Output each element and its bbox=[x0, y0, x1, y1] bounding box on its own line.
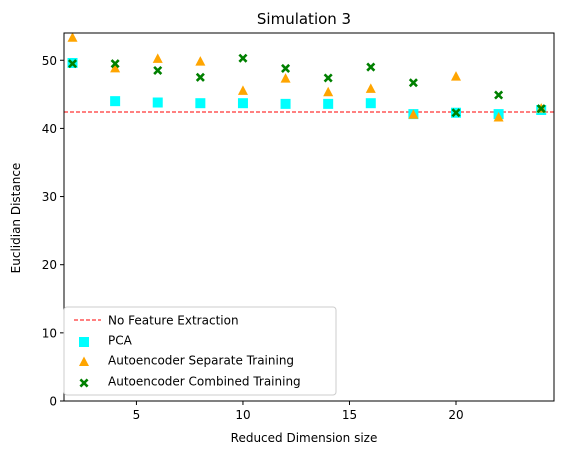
legend-swatch-autoencoder-combined bbox=[79, 378, 89, 388]
point-autoencoder-separate bbox=[365, 83, 376, 93]
legend-frame bbox=[63, 306, 337, 396]
series-autoencoder-separate bbox=[67, 32, 547, 122]
point-pca bbox=[152, 97, 163, 108]
point-autoencoder-combined bbox=[494, 90, 504, 100]
legend-label-autoencoder-separate: Autoencoder Separate Training bbox=[108, 354, 294, 368]
point-autoencoder-separate bbox=[493, 112, 504, 122]
point-autoencoder-separate bbox=[408, 109, 419, 119]
point-autoencoder-combined bbox=[110, 59, 120, 69]
point-pca bbox=[237, 98, 248, 109]
legend-label-autoencoder-combined: Autoencoder Combined Training bbox=[108, 375, 301, 389]
point-autoencoder-separate bbox=[110, 62, 121, 73]
point-autoencoder-combined bbox=[408, 78, 418, 88]
point-autoencoder-combined bbox=[238, 53, 248, 63]
point-autoencoder-separate bbox=[323, 86, 334, 97]
point-autoencoder-separate bbox=[67, 32, 78, 42]
point-autoencoder-combined bbox=[451, 108, 461, 118]
legend: No Feature Extraction PCA Autoencoder Se… bbox=[63, 306, 337, 396]
legend-marker-autoencoder-separate bbox=[79, 356, 89, 366]
point-autoencoder-separate bbox=[280, 73, 291, 83]
x-axis-label: Reduced Dimension size bbox=[231, 431, 378, 445]
point-autoencoder-separate bbox=[152, 53, 163, 63]
series-autoencoder-combined bbox=[68, 53, 546, 118]
legend-swatch-pca bbox=[79, 337, 89, 347]
chart-title: Simulation 3 bbox=[257, 10, 351, 28]
legend-item-autoencoder-separate: Autoencoder Separate Training bbox=[79, 354, 294, 368]
point-autoencoder-combined bbox=[323, 73, 333, 83]
y-axis-label: Euclidian Distance bbox=[9, 163, 23, 274]
point-autoencoder-combined bbox=[281, 63, 291, 73]
x-tick-label: 5 bbox=[133, 408, 141, 422]
point-pca bbox=[110, 96, 121, 107]
legend-swatch-autoencoder-separate bbox=[79, 356, 89, 366]
point-autoencoder-combined bbox=[366, 62, 376, 72]
y-tick-label: 50 bbox=[42, 54, 57, 68]
x-tick-label: 10 bbox=[235, 408, 250, 422]
point-autoencoder-combined bbox=[536, 104, 546, 114]
x-tick-label: 20 bbox=[448, 408, 463, 422]
point-pca bbox=[280, 98, 291, 109]
legend-marker-pca bbox=[79, 337, 89, 347]
y-tick-label: 10 bbox=[42, 326, 57, 340]
plot-area bbox=[63, 32, 555, 402]
y-axis: 0 10 20 30 40 50 bbox=[42, 54, 64, 409]
legend-label-pca: PCA bbox=[108, 334, 133, 348]
legend-item-baseline: No Feature Extraction bbox=[74, 314, 239, 328]
y-tick-label: 40 bbox=[42, 122, 57, 136]
y-tick-label: 0 bbox=[49, 395, 57, 409]
y-tick-label: 20 bbox=[42, 258, 57, 272]
x-axis: 5 10 15 20 bbox=[133, 401, 464, 422]
point-autoencoder-separate bbox=[451, 71, 461, 81]
point-autoencoder-combined bbox=[68, 59, 78, 69]
legend-marker-autoencoder-combined bbox=[79, 378, 89, 388]
legend-item-pca: PCA bbox=[79, 334, 133, 348]
y-tick-label: 30 bbox=[42, 190, 57, 204]
point-pca bbox=[365, 98, 376, 109]
legend-label-baseline: No Feature Extraction bbox=[108, 314, 239, 328]
x-tick-label: 15 bbox=[342, 408, 357, 422]
legend-item-autoencoder-combined: Autoencoder Combined Training bbox=[79, 375, 301, 389]
point-autoencoder-combined bbox=[153, 65, 163, 76]
point-autoencoder-separate bbox=[195, 56, 206, 66]
series-pca bbox=[67, 57, 547, 120]
point-autoencoder-combined bbox=[195, 72, 205, 82]
point-pca bbox=[323, 98, 334, 109]
point-autoencoder-separate bbox=[237, 85, 248, 95]
point-pca bbox=[195, 98, 206, 109]
plot-frame bbox=[63, 32, 555, 402]
